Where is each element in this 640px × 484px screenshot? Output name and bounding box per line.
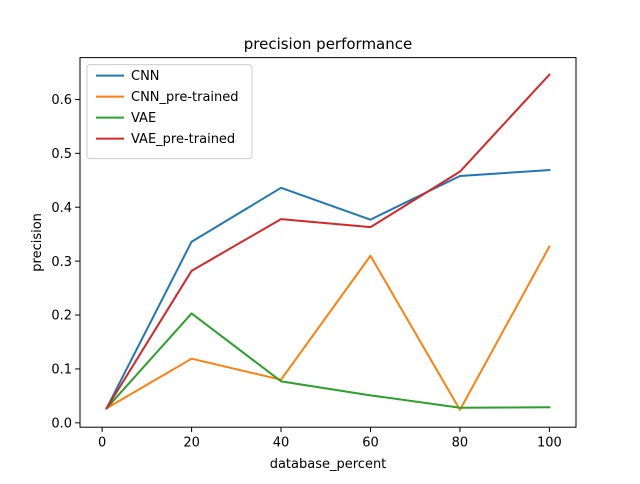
- x-tick-label: 40: [273, 436, 290, 451]
- y-tick-label: 0.4: [51, 201, 72, 216]
- y-tick-label: 0.5: [51, 147, 72, 162]
- x-tick-label: 0: [98, 436, 106, 451]
- x-axis: 0 20 40 60 80 100: [98, 427, 562, 451]
- legend-label: VAE: [131, 111, 156, 126]
- series-group: [105, 73, 551, 411]
- y-tick-label: 0.0: [51, 417, 72, 432]
- x-tick-label: 80: [452, 436, 469, 451]
- x-tick-label: 100: [537, 436, 562, 451]
- x-tick-label: 20: [183, 436, 200, 451]
- y-tick-label: 0.2: [51, 309, 72, 324]
- series-line-vae: [105, 312, 551, 410]
- y-tick-label: 0.6: [51, 93, 72, 108]
- series-line-cnn-pre-trained: [105, 245, 551, 411]
- legend-label: CNN: [131, 69, 160, 84]
- legend-label: CNN_pre-trained: [131, 90, 239, 105]
- plot-frame: [79, 57, 577, 428]
- x-axis-label: database_percent: [270, 457, 387, 472]
- y-axis-label: precision: [30, 213, 45, 272]
- chart-title: precision performance: [244, 35, 413, 53]
- legend: CNN CNN_pre-trained VAE VAE_pre-trained: [86, 64, 253, 160]
- legend-label: VAE_pre-trained: [131, 132, 235, 147]
- legend-box: [86, 64, 253, 160]
- y-tick-label: 0.3: [51, 255, 72, 270]
- series-line-cnn: [105, 168, 551, 410]
- y-tick-label: 0.1: [51, 363, 72, 378]
- y-axis: 0.0 0.1 0.2 0.3 0.4 0.5 0.6: [51, 93, 80, 432]
- series-line-vae-pre-trained: [105, 73, 551, 410]
- x-tick-label: 60: [362, 436, 379, 451]
